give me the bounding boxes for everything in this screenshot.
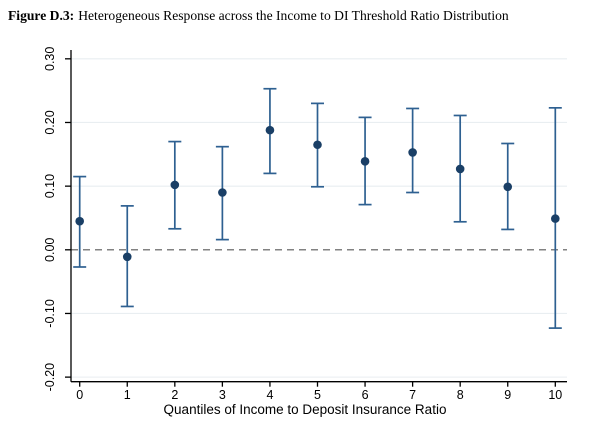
y-tick-label: 0.00	[43, 238, 57, 262]
y-tick-label: 0.10	[43, 174, 57, 198]
data-point	[408, 148, 417, 157]
x-tick-label: 6	[362, 388, 369, 402]
x-tick-label: 10	[548, 388, 562, 402]
data-point	[170, 180, 180, 190]
x-tick-label: 7	[409, 388, 416, 402]
x-tick-label: 8	[457, 388, 464, 402]
x-tick-label: 3	[219, 388, 226, 402]
x-axis-title: Quantiles of Income to Deposit Insurance…	[164, 402, 447, 417]
y-tick-label: 0.20	[43, 110, 57, 134]
x-tick-label: 5	[314, 388, 321, 402]
data-point	[313, 140, 322, 150]
data-point	[360, 157, 370, 166]
data-point	[218, 188, 227, 197]
data-point	[455, 164, 465, 174]
y-tick-label: -0.20	[43, 363, 57, 392]
data-point	[265, 125, 275, 135]
figure-caption: Figure D.3: Heterogeneous Response across…	[8, 7, 606, 24]
data-point	[503, 182, 513, 192]
y-tick-label: -0.10	[43, 299, 57, 328]
x-tick-label: 4	[266, 388, 273, 402]
data-point	[75, 216, 84, 226]
figure-number-label: Figure D.3:	[8, 8, 75, 23]
data-point	[122, 252, 132, 262]
x-tick-label: 2	[171, 388, 178, 402]
x-tick-label: 1	[124, 388, 131, 402]
x-tick-label: 0	[76, 388, 83, 402]
figure-title-text: Heterogeneous Response across the Income…	[78, 8, 509, 23]
y-tick-label: 0.30	[43, 47, 57, 71]
x-tick-label: 9	[504, 388, 511, 402]
data-point	[551, 214, 560, 223]
